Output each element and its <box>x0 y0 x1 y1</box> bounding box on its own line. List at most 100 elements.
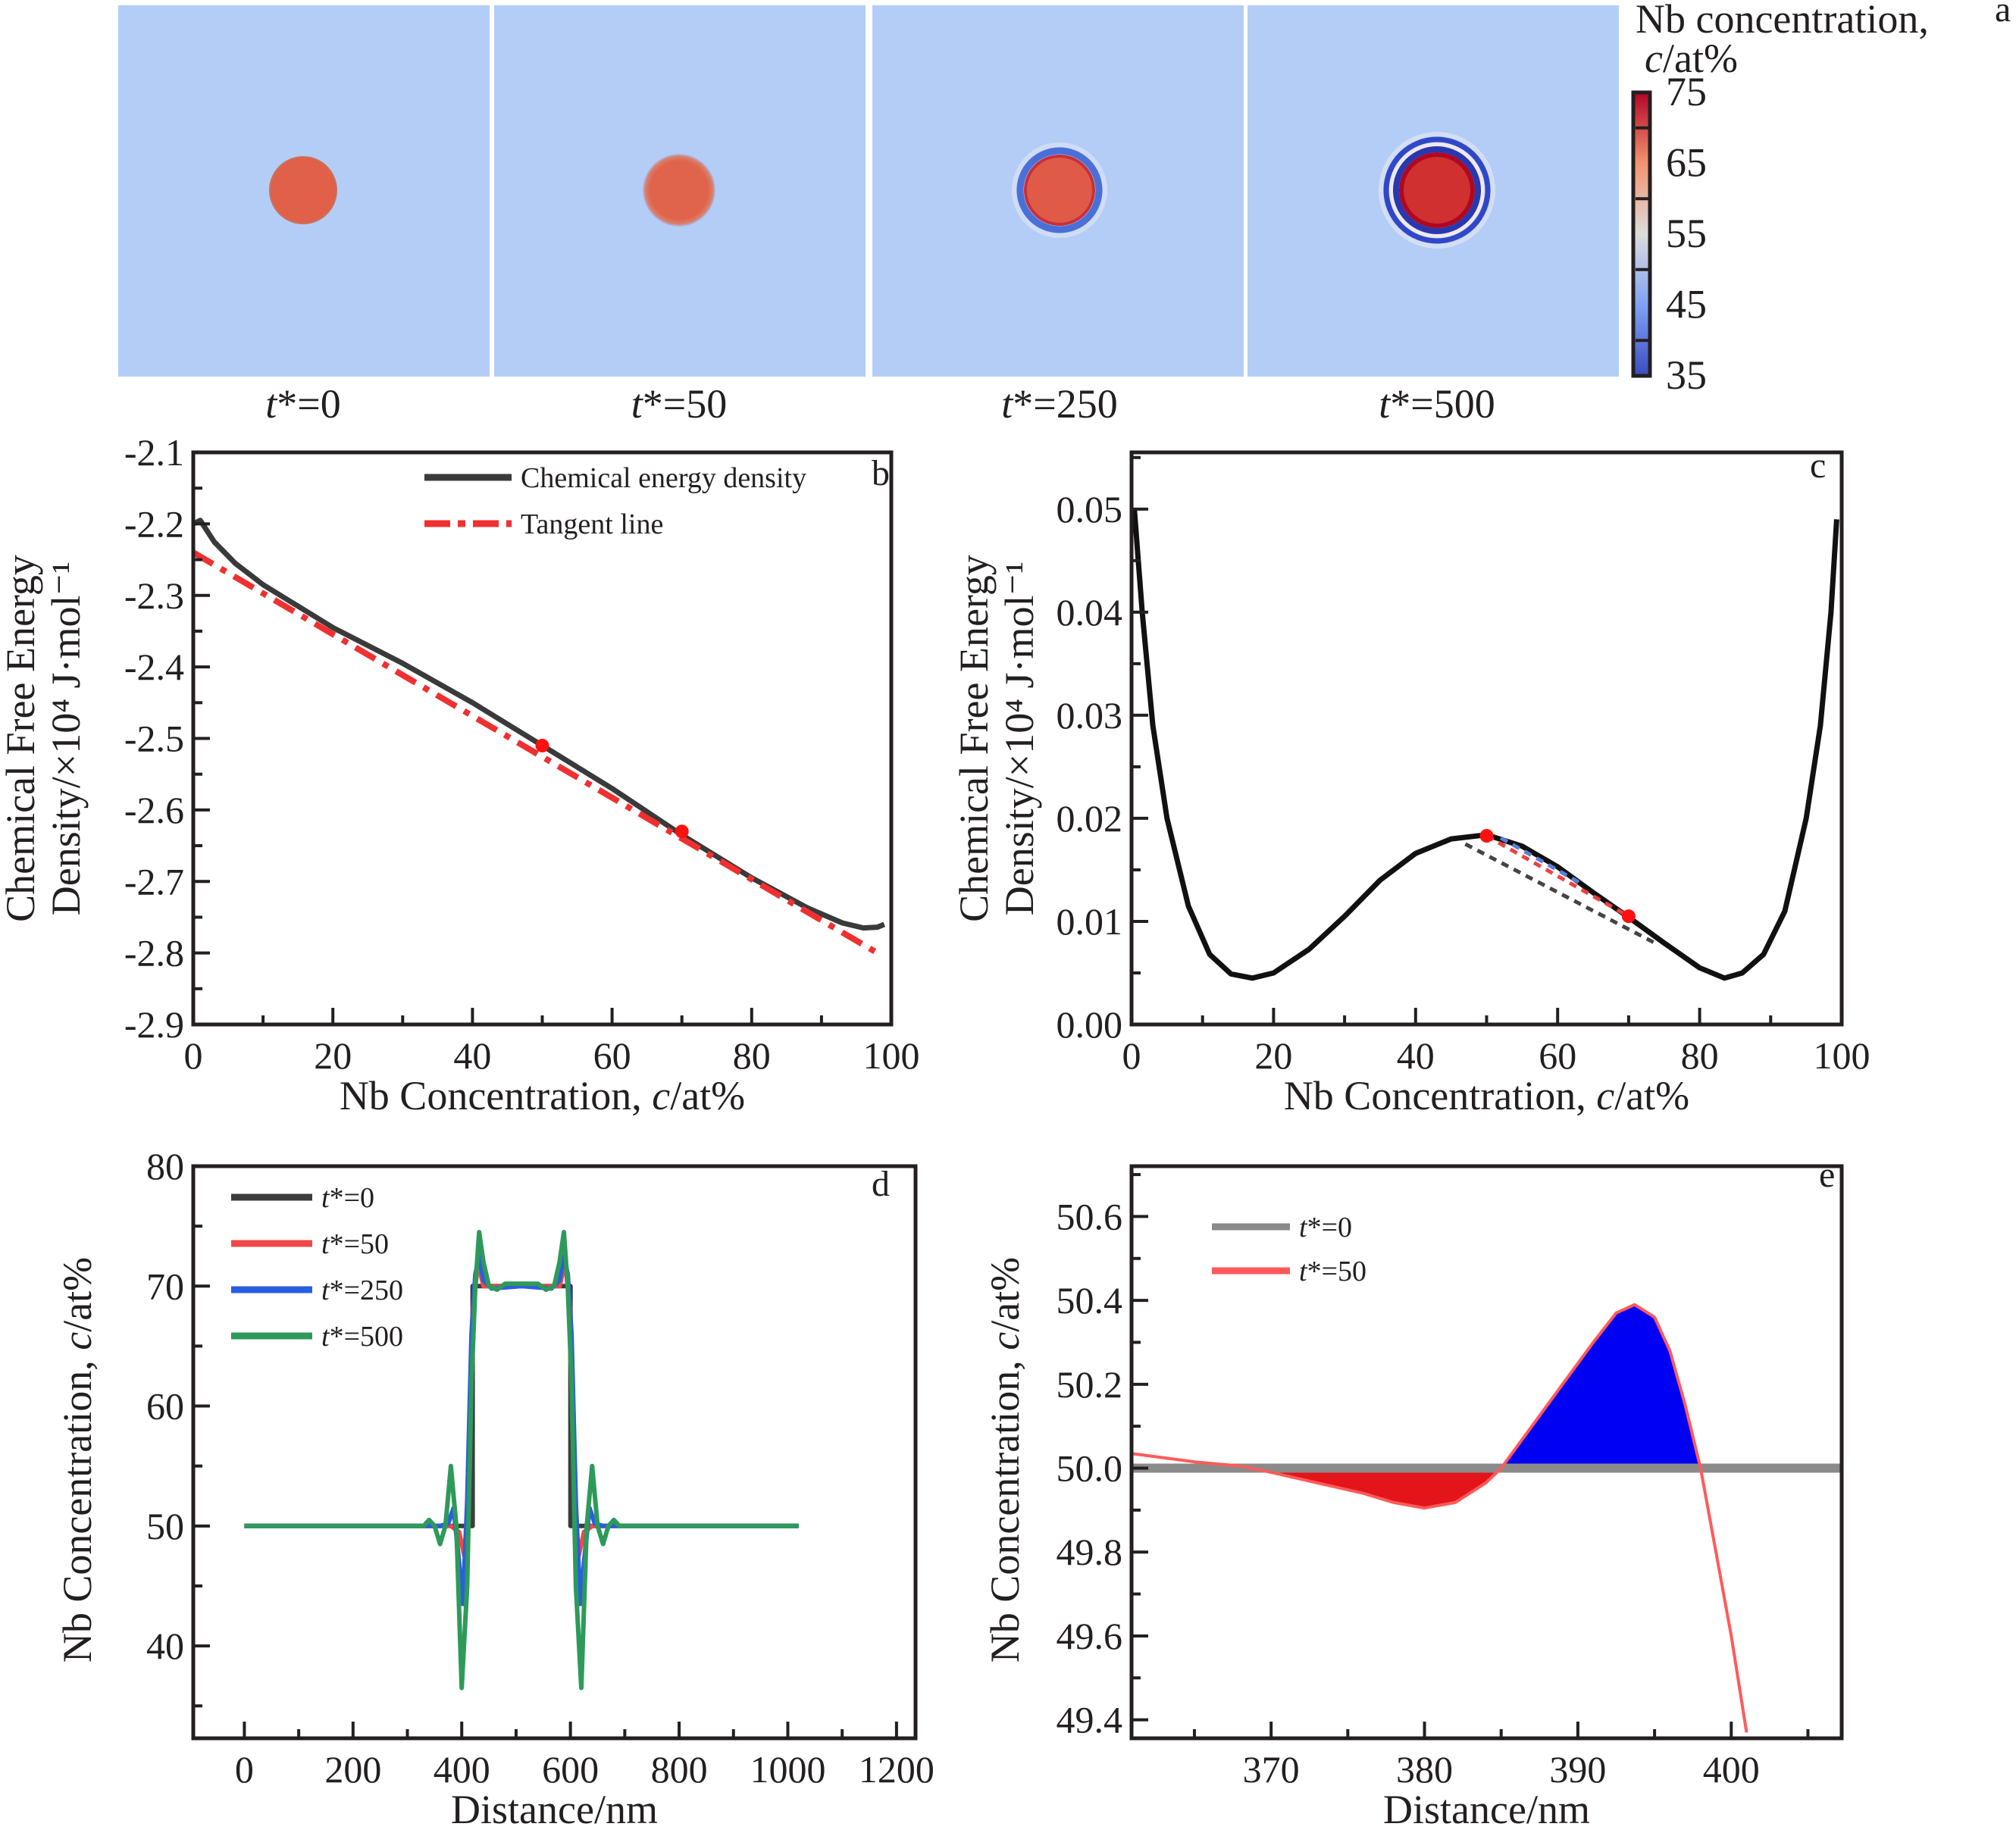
y-tick-label: -2.6 <box>124 789 184 831</box>
series-line <box>1132 508 1839 981</box>
x-label-unit: /at% <box>670 1073 745 1118</box>
time-value: *=500 <box>1390 381 1495 427</box>
simulation-frame: t*=50 <box>494 5 866 427</box>
panel-a-label: a <box>1995 0 2011 30</box>
x-axis-label: Distance/nm <box>451 1787 658 1832</box>
y-tick-label: 50.4 <box>1057 1279 1123 1322</box>
colorbar-unit: c/at% <box>1645 36 1738 81</box>
precipitate-circle <box>1399 152 1475 228</box>
panel-c-chart: 0 20 40 60 80 1000.000.010.020.030.040.05cNb … <box>951 446 1870 1118</box>
x-label-text: Nb Concentration, <box>340 1073 652 1118</box>
legend-text: *=0 <box>1307 1212 1352 1243</box>
legend-var: t <box>321 1321 330 1353</box>
axes-frame <box>191 1164 918 1741</box>
series-line <box>1464 842 1658 946</box>
x-tick-label: 0 <box>235 1748 254 1791</box>
panel-d-chart: 0 200 400 600 800 1000 1200 40 50 60 70 80 d Distance… <box>55 1145 934 1832</box>
y-tick-label: 80 <box>146 1145 184 1187</box>
x-tick-label: 40 <box>453 1034 491 1077</box>
frame-time-label: t*=50 <box>631 381 727 427</box>
frame-time-label: t*=500 <box>1379 381 1495 427</box>
y-tick-label: -2.3 <box>124 574 184 617</box>
plot-area <box>1132 1303 1842 1733</box>
x-tick-label: 60 <box>593 1034 631 1077</box>
legend-label: t*=50 <box>1299 1256 1366 1287</box>
y-tick-label: -2.1 <box>124 431 184 474</box>
y-tick-label: 50.6 <box>1057 1195 1123 1237</box>
y-tick-label: 50.2 <box>1057 1363 1123 1406</box>
precipitate-circle <box>1024 155 1095 226</box>
x-tick-label: 40 <box>1397 1034 1435 1077</box>
x-tick-label: 370 <box>1243 1748 1300 1791</box>
legend-label: t*=0 <box>1299 1212 1352 1243</box>
time-var: t <box>631 381 644 427</box>
frame-time-label: t*=250 <box>1001 381 1117 427</box>
panel-a: t*=0 t*=50 t*=250 t*=500 a Nb concentration… <box>118 0 2011 427</box>
depletion-ring <box>1379 132 1495 249</box>
simulation-frame: t*=500 <box>1247 5 1619 427</box>
panel-e-chart: 370 380 390 400 49.4 49.6 49.8 50.0 50.2 50.4 50.6… <box>982 1155 1844 1832</box>
y-tick-label: 50 <box>146 1505 184 1547</box>
y-axis-label: Chemical Free Energy <box>951 555 997 922</box>
x-axis-label: Distance/nm <box>1383 1787 1590 1832</box>
x-tick-label: 400 <box>434 1748 490 1791</box>
legend-text: *=50 <box>1307 1256 1366 1287</box>
colorbar-tick-label: 75 <box>1666 69 1707 114</box>
panel-label: d <box>872 1164 890 1204</box>
depletion-ring <box>1389 142 1485 238</box>
x-tick-label: 1000 <box>750 1748 825 1791</box>
legend: Chemical energy density Tangent line <box>424 462 806 540</box>
legend-text: Chemical energy density <box>521 462 806 494</box>
colorbar <box>1631 90 1652 378</box>
depletion-ring <box>1016 147 1103 233</box>
y-tick-label: 0.04 <box>1057 591 1123 633</box>
time-value: *=250 <box>1013 381 1117 427</box>
legend-label: Chemical energy density <box>521 462 806 494</box>
simulation-frame: t*=250 <box>872 5 1244 427</box>
y-tick-label: -2.4 <box>124 646 184 688</box>
x-label-unit: /at% <box>1614 1073 1689 1118</box>
legend-var: t <box>321 1275 330 1306</box>
series-line <box>193 549 879 956</box>
time-var: t <box>265 381 278 427</box>
x-tick-label: 60 <box>1539 1034 1576 1077</box>
x-tick-label: 0 <box>184 1034 203 1077</box>
x-tick-label: 1200 <box>859 1748 934 1791</box>
axes-frame <box>1129 450 1844 1027</box>
x-tick-label: 380 <box>1396 1748 1453 1791</box>
panel-label: c <box>1810 446 1826 486</box>
y-label-var: c <box>982 1332 1028 1350</box>
y-tick-label: 60 <box>146 1385 184 1428</box>
time-var: t <box>1379 381 1391 427</box>
y-label-unit: /at% <box>55 1257 100 1332</box>
legend-var: t <box>1299 1212 1308 1243</box>
y-label-var: c <box>55 1332 100 1350</box>
series-line <box>1485 834 1630 918</box>
y-axis-label: Density/×10⁴ J·mol⁻¹ <box>997 561 1042 915</box>
x-tick-label: 800 <box>651 1748 708 1791</box>
y-tick-label: 50.0 <box>1057 1447 1123 1490</box>
colorbar-tick-label: 35 <box>1666 352 1707 398</box>
series-line <box>244 1253 799 1606</box>
x-tick-label: 0 <box>1122 1034 1141 1077</box>
y-tick-label: 0.03 <box>1057 694 1123 737</box>
data-point-marker <box>535 738 549 752</box>
y-axis-label: Nb Concentration, c/at% <box>982 1257 1028 1663</box>
simulation-frame: t*=0 <box>118 5 490 427</box>
legend-text: *=50 <box>330 1228 389 1260</box>
y-tick-label: 0.02 <box>1057 797 1123 840</box>
x-tick-label: 200 <box>324 1748 381 1791</box>
depletion-ring <box>1383 136 1491 244</box>
legend-text: *=500 <box>330 1321 403 1353</box>
y-tick-label: 0.01 <box>1057 900 1123 943</box>
area-fill-above <box>1501 1304 1701 1469</box>
legend-text: Tangent line <box>521 508 663 540</box>
legend-label: t*=50 <box>321 1228 389 1260</box>
data-point-marker <box>1621 909 1636 924</box>
x-tick-label: 600 <box>542 1748 599 1791</box>
x-tick-label: 100 <box>863 1034 920 1077</box>
series-line <box>193 518 886 931</box>
x-label-text: Nb Concentration, <box>1284 1073 1596 1118</box>
